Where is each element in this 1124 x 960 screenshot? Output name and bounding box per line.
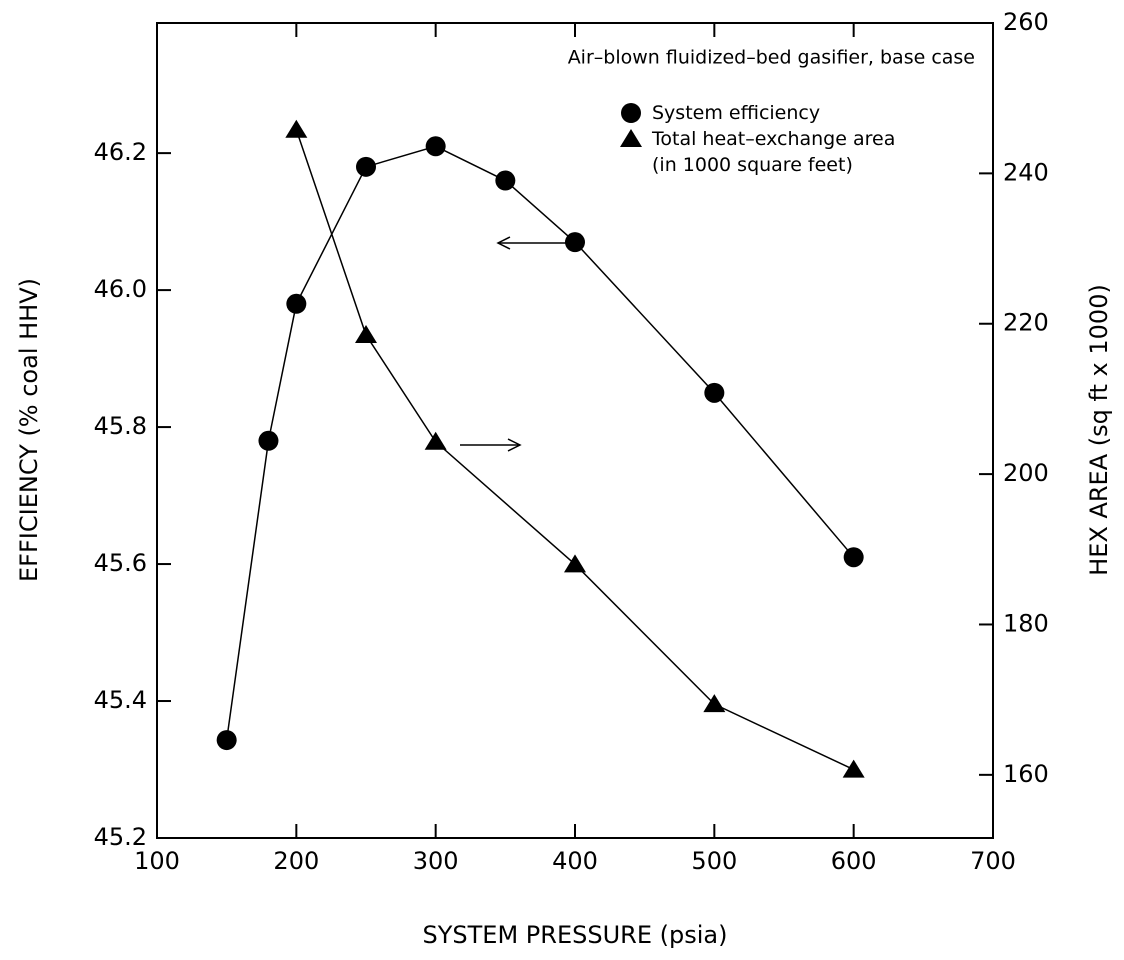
marker xyxy=(355,325,377,344)
marker xyxy=(495,170,516,191)
arrow-left xyxy=(496,236,566,250)
marker xyxy=(356,156,376,177)
legend: System efficiency Total heat–exchange are… xyxy=(618,100,912,178)
marker xyxy=(704,382,725,403)
y-axis-label: EFFICIENCY (% coal HHV) xyxy=(15,278,43,582)
arrow-right xyxy=(460,438,522,452)
marker xyxy=(285,119,308,138)
x-tick-label: 300 xyxy=(413,847,459,875)
marker xyxy=(424,431,447,450)
legend-label: Total heat–exchange area (in 1000 square… xyxy=(652,128,896,176)
y-tick-label: 45.8 xyxy=(94,412,147,440)
marker xyxy=(621,103,641,123)
marker xyxy=(564,554,586,573)
marker xyxy=(620,129,642,147)
x-tick-label: 700 xyxy=(970,847,1016,875)
marker xyxy=(216,730,237,751)
series-line xyxy=(225,145,855,741)
y-tick-label: 46.0 xyxy=(94,275,147,303)
y2-tick-label: 160 xyxy=(1003,760,1049,788)
annotation: Air–blown fluidized–bed gasifier, base c… xyxy=(568,47,975,69)
x-tick-label: 500 xyxy=(691,847,737,875)
y2-tick-label: 220 xyxy=(1003,309,1049,337)
y-tick-label: 45.2 xyxy=(94,823,147,851)
x-axis-label: SYSTEM PRESSURE (psia) xyxy=(423,921,728,949)
y-tick-label: 46.2 xyxy=(94,138,147,166)
legend-symbol xyxy=(621,103,641,123)
legend-item: Total heat–exchange area (in 1000 square… xyxy=(618,126,912,178)
y-tick-label: 45.4 xyxy=(94,686,147,714)
legend-item: System efficiency xyxy=(618,100,912,126)
y2-tick-label: 260 xyxy=(1003,8,1049,36)
marker xyxy=(425,136,446,157)
y2-tick-label: 180 xyxy=(1003,609,1049,637)
legend-label: System efficiency xyxy=(652,102,821,124)
x-tick-label: 600 xyxy=(831,847,877,875)
marker xyxy=(286,293,307,314)
marker xyxy=(703,694,726,713)
y-tick-label: 45.6 xyxy=(94,549,147,577)
series-line xyxy=(295,129,854,771)
x-tick-label: 200 xyxy=(273,847,319,875)
marker xyxy=(843,547,864,568)
marker xyxy=(842,759,865,778)
y2-tick-label: 200 xyxy=(1003,459,1049,487)
x-tick-label: 100 xyxy=(134,847,180,875)
y2-axis-label: HEX AREA (sq ft x 1000) xyxy=(1085,284,1113,576)
marker xyxy=(565,232,585,253)
legend-symbol xyxy=(620,129,642,147)
marker xyxy=(258,430,279,451)
y2-tick-label: 240 xyxy=(1003,158,1049,186)
x-tick-label: 400 xyxy=(552,847,598,875)
